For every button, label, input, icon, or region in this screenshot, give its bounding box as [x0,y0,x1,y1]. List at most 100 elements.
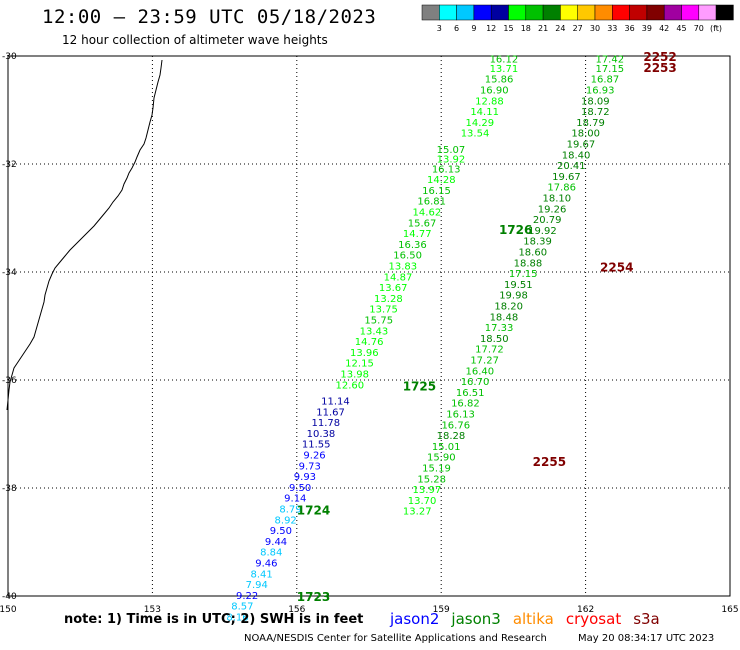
lat-tick-label: -38 [2,484,17,494]
pass-time-label: 1723 [297,590,330,604]
lat-lon-grid [8,56,730,596]
legend-label: 12 [486,24,496,33]
swh-value-east: 20.41 [557,161,586,172]
legend-swatch [663,4,682,21]
legend-label: 3 [437,24,442,33]
legend-label: 18 [521,24,531,33]
lat-tick-label: -36 [2,376,17,386]
pass-time-label: 2252 [643,50,676,64]
legend-unit: (ft) [710,24,722,33]
swh-value-west: 13.75 [369,305,398,316]
swh-value-east: 17.15 [595,64,624,75]
swh-value-west: 15.75 [364,316,393,327]
swh-value-west: 13.96 [350,348,379,359]
color-legend: 3 6 9 12 15 18 21 24 27 30 33 36 39 42 45 70 (ft) [421,4,734,33]
lon-tick-label: 150 [0,605,17,615]
swh-value-west: 15.07 [437,145,466,156]
swh-value-east: 18.20 [494,301,523,312]
legend-label: 24 [555,24,565,33]
legend-label: 45 [676,24,686,33]
footer-timestamp: May 20 08:34:17 UTC 2023 [578,633,715,644]
legend-label: 9 [471,24,476,33]
legend-label: 33 [607,24,617,33]
swh-value-west: 15.67 [408,218,437,229]
legend-swatch [646,4,665,21]
swh-value-east: 18.10 [543,193,572,204]
swh-value-west: 9.50 [289,483,311,494]
swh-value-west: 12.88 [475,96,504,107]
swh-value-west: 13.98 [340,370,369,381]
swh-value-east: 17.33 [485,323,514,334]
legend-label: 21 [538,24,548,33]
swh-value-west: 14.87 [384,272,413,283]
swh-value-east: 13.97 [413,485,442,496]
lon-tick-label: 156 [288,605,305,615]
swh-value-west: 8.92 [275,515,297,526]
footer-note: note: 1) Time is in UTC; 2) SWH is in fe… [64,612,364,627]
swh-value-east: 16.82 [451,399,480,410]
swh-value-east: 18.60 [518,247,547,258]
swh-value-west: 14.11 [470,107,499,118]
swh-value-east: 13.70 [408,496,437,507]
mission-cryosat: cryosat [565,610,622,628]
swh-value-west: 16.36 [398,240,427,251]
legend-swatch [421,4,440,21]
swh-value-east: 17.15 [509,269,538,280]
swh-value-west: 9.26 [303,451,325,462]
swh-value-east: 19.67 [552,172,581,183]
swh-value-west: 13.54 [461,129,490,140]
swh-value-west: 9.44 [265,537,287,548]
swh-value-west: 14.62 [413,208,442,219]
swh-value-west: 12.60 [336,380,365,391]
legend-label: 27 [573,24,583,33]
legend-swatch [715,4,734,21]
swh-value-west: 14.76 [355,337,384,348]
lon-tick-label: 159 [433,605,450,615]
lon-tick-label: 162 [577,605,594,615]
swh-value-east: 18.79 [576,118,605,129]
legend-swatch [525,4,544,21]
swh-value-east: 15.90 [427,453,456,464]
lat-tick-label: -32 [2,160,17,170]
legend-swatch [490,4,509,21]
mission-jason3: jason3 [451,610,501,628]
pass-time-label: 2254 [600,261,633,275]
lon-tick-label: 165 [721,605,738,615]
legend-label: 36 [625,24,635,33]
axis-ticks: 150 153 156 159 162 165 -30 -32 -34 -36 -38 -40 [0,52,739,615]
swh-value-east: 19.92 [528,226,557,237]
pass-time-label: 1726 [499,223,532,237]
legend-swatch [681,4,700,21]
map-subtitle: 12 hour collection of altimeter wave hei… [62,33,328,47]
map-border [7,55,731,597]
lat-tick-label: -30 [2,52,17,62]
swh-value-east: 18.50 [480,334,509,345]
swh-value-east: 19.26 [538,204,567,215]
swh-value-west: 13.67 [379,283,408,294]
pass-time-label: 1725 [403,379,436,393]
swh-value-east: 17.42 [595,55,624,66]
swh-value-east: 16.87 [591,75,620,86]
swh-value-west: 8.41 [250,569,272,580]
lon-tick-label: 153 [144,605,161,615]
mission-legend: jason2 jason3 altika cryosat s3a [390,610,672,628]
swh-value-east: 18.28 [437,431,466,442]
swh-value-west: 13.43 [360,326,389,337]
swh-value-west: 14.29 [466,118,495,129]
footer-credit: NOAA/NESDIS Center for Satellite Applica… [244,633,547,644]
swh-value-west: 14.77 [403,229,432,240]
swh-value-west: 9.93 [294,472,316,483]
pass-time-label: 1724 [297,504,330,518]
swh-value-east: 16.76 [441,420,470,431]
lat-tick-label: -34 [2,268,17,278]
swh-value-west: 16.90 [480,85,509,96]
swh-value-east: 18.88 [514,258,543,269]
swh-value-west: 11.67 [316,407,345,418]
swh-value-west: 11.78 [311,418,340,429]
swh-value-east: 19.98 [499,291,528,302]
swh-value-east: 16.70 [461,377,490,388]
pass-time-label: 2255 [533,455,566,469]
swh-value-west: 11.14 [321,397,350,408]
legend-swatch [577,4,596,21]
